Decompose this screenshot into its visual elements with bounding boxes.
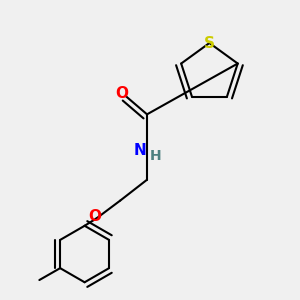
- Text: S: S: [204, 35, 215, 50]
- Text: H: H: [150, 149, 162, 163]
- Text: O: O: [88, 209, 101, 224]
- Text: O: O: [115, 86, 128, 101]
- Text: N: N: [133, 142, 146, 158]
